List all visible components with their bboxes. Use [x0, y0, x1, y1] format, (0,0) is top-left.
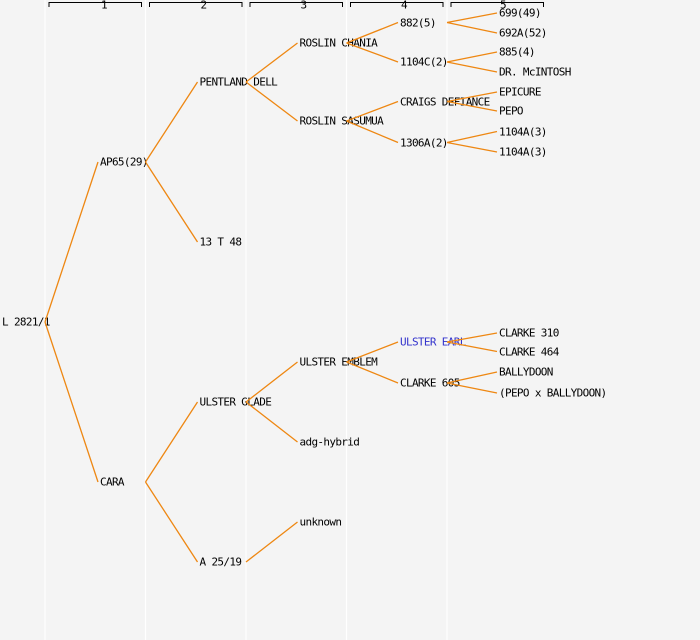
node-ballydoon: BALLYDOON	[499, 365, 553, 379]
node-pentland-dell: PENTLAND DELL	[199, 75, 278, 89]
node-13-t-48: 13 T 48	[199, 235, 242, 249]
node-885-4: 885(4)	[499, 45, 535, 59]
node-craigs-defiance: CRAIGS DEFIANCE	[400, 95, 490, 108]
node-clarke-605: CLARKE 605	[400, 376, 460, 390]
node-pepo-x-ballydoon: (PEPO x BALLYDOON)	[499, 386, 607, 400]
node-1104c-2: 1104C(2)	[400, 55, 448, 69]
node-clarke-464: CLARKE 464	[499, 345, 559, 358]
node-1104a-3-a: 1104A(3)	[499, 125, 547, 138]
node-pepo: PEPO	[499, 104, 524, 118]
node-ap65-29: AP65(29)	[100, 155, 148, 169]
node-l-2821-1: L 2821/1	[2, 315, 50, 329]
node-clarke-310: CLARKE 310	[499, 326, 559, 340]
node-ulster-earl[interactable]: ULSTER EARL	[400, 335, 466, 349]
node-1306a-2: 1306A(2)	[400, 136, 448, 149]
node-ulster-emblem: ULSTER EMBLEM	[299, 355, 378, 369]
node-roslin-sasumua: ROSLIN SASUMUA	[299, 114, 384, 128]
node-1104a-3-b: 1104A(3)	[499, 145, 547, 159]
node-roslin-chania: ROSLIN CHANIA	[299, 36, 378, 50]
node-cara: CARA	[100, 475, 125, 489]
node-a-25-19: A 25/19	[199, 555, 242, 569]
node-ulster-glade: ULSTER GLADE	[199, 395, 272, 409]
node-epicure: EPICURE	[499, 85, 541, 99]
node-882-5: 882(5)	[400, 16, 436, 29]
node-adg-hybrid: adg-hybrid	[299, 435, 360, 449]
node-692a-52: 692A(52)	[499, 26, 547, 40]
node-dr-mcintosh: DR. McINTOSH	[499, 65, 571, 79]
node-unknown: unknown	[299, 515, 342, 529]
node-699-49: 699(49)	[499, 6, 541, 20]
